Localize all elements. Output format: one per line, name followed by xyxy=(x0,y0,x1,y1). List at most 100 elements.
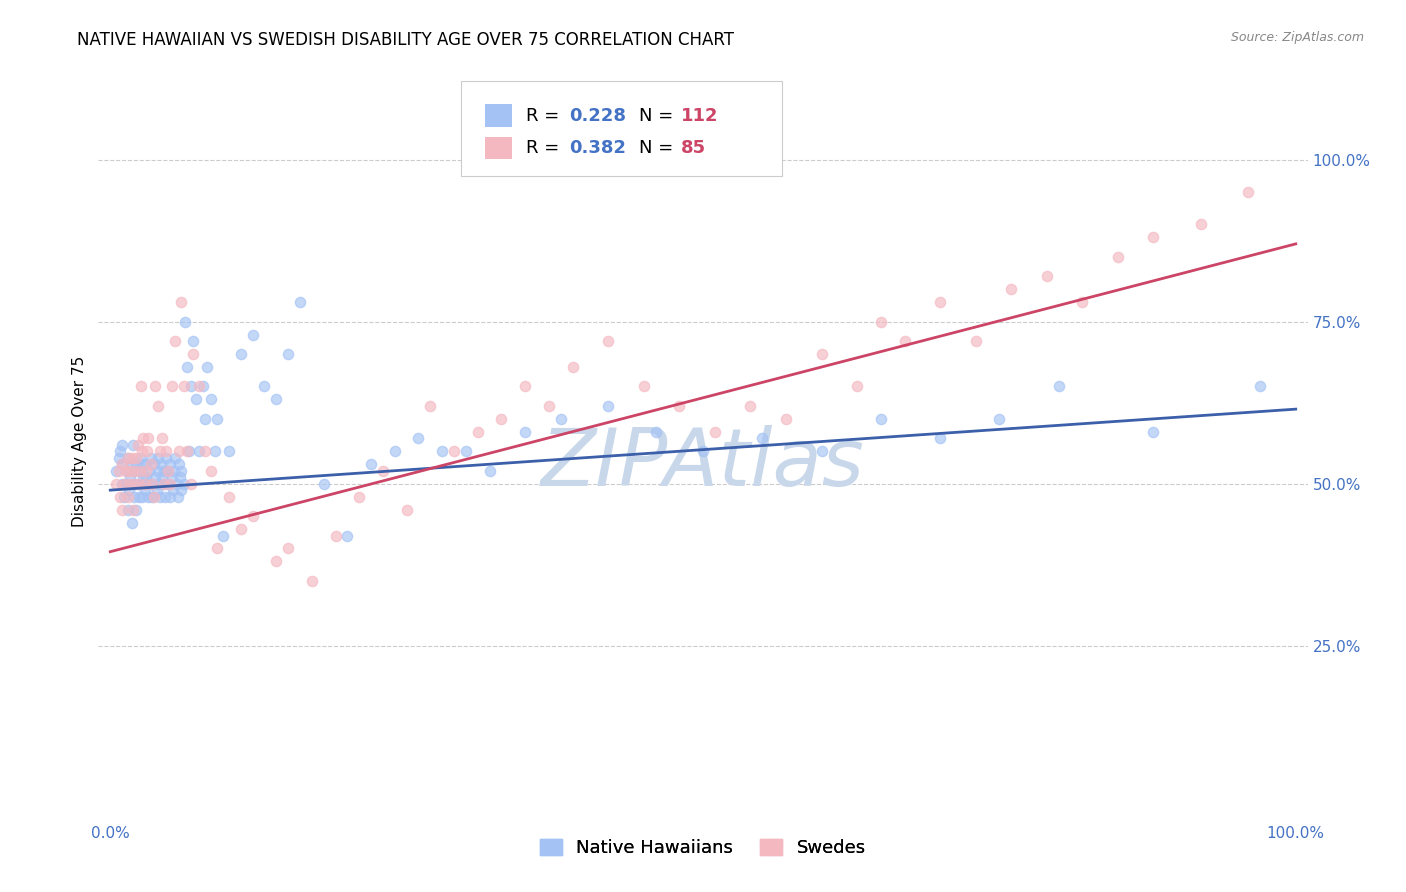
Swedes xyxy=(149,444,172,458)
Y-axis label: Disability Age Over 75: Disability Age Over 75 xyxy=(72,356,87,527)
Swedes xyxy=(740,399,762,413)
Native Hawaiians xyxy=(152,476,174,491)
Native Hawaiians xyxy=(125,502,148,516)
Native Hawaiians xyxy=(229,347,252,361)
Swedes xyxy=(467,425,489,439)
Text: 0.228: 0.228 xyxy=(569,107,626,125)
Swedes xyxy=(419,399,441,413)
Native Hawaiians xyxy=(188,444,211,458)
Swedes xyxy=(111,502,134,516)
FancyBboxPatch shape xyxy=(461,81,782,177)
Native Hawaiians xyxy=(197,359,219,374)
Native Hawaiians xyxy=(136,476,159,491)
Native Hawaiians xyxy=(692,444,714,458)
Native Hawaiians xyxy=(869,412,891,426)
Native Hawaiians xyxy=(129,464,152,478)
Native Hawaiians xyxy=(152,464,174,478)
Swedes xyxy=(157,464,180,478)
Native Hawaiians xyxy=(146,464,169,478)
Text: R =: R = xyxy=(526,107,565,125)
Swedes xyxy=(205,541,228,556)
Native Hawaiians xyxy=(191,379,214,393)
Native Hawaiians xyxy=(253,379,276,393)
Text: N =: N = xyxy=(638,107,679,125)
Swedes xyxy=(121,450,143,465)
Swedes xyxy=(127,438,149,452)
Swedes xyxy=(200,464,222,478)
Swedes xyxy=(152,431,174,445)
Native Hawaiians xyxy=(132,457,155,471)
Swedes xyxy=(134,476,156,491)
Swedes xyxy=(325,528,347,542)
Native Hawaiians xyxy=(122,476,145,491)
Swedes xyxy=(108,490,131,504)
Native Hawaiians xyxy=(160,470,183,484)
Native Hawaiians xyxy=(167,457,190,471)
Native Hawaiians xyxy=(177,444,200,458)
Native Hawaiians xyxy=(145,483,167,497)
Swedes xyxy=(846,379,869,393)
Native Hawaiians xyxy=(165,450,187,465)
Native Hawaiians xyxy=(139,450,162,465)
Swedes xyxy=(347,490,370,504)
Swedes xyxy=(136,444,159,458)
Swedes xyxy=(135,464,157,478)
Swedes xyxy=(1189,218,1212,232)
Swedes xyxy=(118,476,141,491)
Native Hawaiians xyxy=(150,457,173,471)
Swedes xyxy=(633,379,655,393)
Swedes xyxy=(143,379,166,393)
Native Hawaiians xyxy=(163,464,186,478)
Swedes xyxy=(159,476,181,491)
Native Hawaiians xyxy=(121,438,143,452)
Native Hawaiians xyxy=(136,490,159,504)
FancyBboxPatch shape xyxy=(485,136,512,160)
Swedes xyxy=(128,476,150,491)
Native Hawaiians xyxy=(180,379,202,393)
Text: 0.382: 0.382 xyxy=(569,139,626,157)
Swedes xyxy=(141,476,163,491)
Native Hawaiians xyxy=(108,444,131,458)
Native Hawaiians xyxy=(121,516,143,530)
Swedes xyxy=(167,444,190,458)
Native Hawaiians xyxy=(129,450,152,465)
Swedes xyxy=(129,464,152,478)
Native Hawaiians xyxy=(478,464,501,478)
Native Hawaiians xyxy=(277,347,299,361)
Text: ZIPAtlas: ZIPAtlas xyxy=(541,425,865,503)
Swedes xyxy=(122,464,145,478)
Swedes xyxy=(810,347,832,361)
Native Hawaiians xyxy=(114,476,136,491)
Native Hawaiians xyxy=(212,528,235,542)
Native Hawaiians xyxy=(157,476,180,491)
Swedes xyxy=(125,450,148,465)
Native Hawaiians xyxy=(155,450,177,465)
Swedes xyxy=(598,334,620,348)
Text: NATIVE HAWAIIAN VS SWEDISH DISABILITY AGE OVER 75 CORRELATION CHART: NATIVE HAWAIIAN VS SWEDISH DISABILITY AG… xyxy=(77,31,734,49)
Native Hawaiians xyxy=(118,483,141,497)
Native Hawaiians xyxy=(146,450,169,465)
Swedes xyxy=(188,379,211,393)
Native Hawaiians xyxy=(204,444,226,458)
Text: 112: 112 xyxy=(682,107,718,125)
Native Hawaiians xyxy=(810,444,832,458)
Native Hawaiians xyxy=(121,457,143,471)
Native Hawaiians xyxy=(107,450,129,465)
Native Hawaiians xyxy=(408,431,430,445)
Native Hawaiians xyxy=(129,476,152,491)
Native Hawaiians xyxy=(141,490,163,504)
Swedes xyxy=(165,334,187,348)
Swedes xyxy=(371,464,394,478)
Native Hawaiians xyxy=(454,444,477,458)
Native Hawaiians xyxy=(181,334,204,348)
Native Hawaiians xyxy=(170,483,193,497)
Native Hawaiians xyxy=(125,457,148,471)
Native Hawaiians xyxy=(148,476,170,491)
Native Hawaiians xyxy=(156,464,179,478)
Swedes xyxy=(869,315,891,329)
Native Hawaiians xyxy=(200,392,222,407)
Swedes xyxy=(929,295,952,310)
Native Hawaiians xyxy=(135,470,157,484)
Native Hawaiians xyxy=(264,392,287,407)
Native Hawaiians xyxy=(1249,379,1271,393)
